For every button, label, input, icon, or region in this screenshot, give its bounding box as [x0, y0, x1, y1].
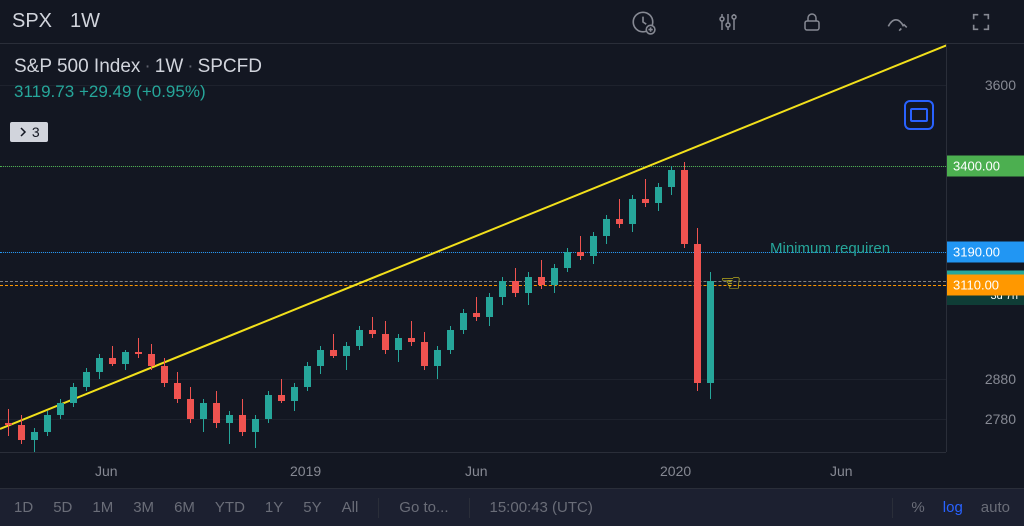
instrument-interval: 1W [155, 56, 184, 77]
symbol-info: S&P 500 Index·1W·SPCFD 3119.73 +29.49 (+… [14, 56, 262, 102]
price-tag: 3400.00 [947, 156, 1024, 177]
indicators-icon[interactable] [716, 10, 740, 34]
x-tick: Jun [95, 463, 118, 479]
range-5d[interactable]: 5D [53, 499, 72, 516]
h-line[interactable] [0, 166, 946, 167]
instrument-exchange: SPCFD [198, 56, 262, 77]
log-toggle[interactable]: log [943, 499, 963, 516]
goto-button[interactable]: Go to... [399, 499, 448, 516]
pointer-icon[interactable]: ☜ [720, 269, 742, 298]
x-tick: 2020 [660, 463, 691, 479]
objects-count: 3 [32, 124, 40, 140]
price-tag: 3190.00 [947, 242, 1024, 263]
y-tick: 2880 [985, 371, 1016, 387]
clock-label: 15:00:43 (UTC) [490, 499, 593, 516]
range-5y[interactable]: 5Y [303, 499, 321, 516]
y-tick: 2780 [985, 411, 1016, 427]
range-all[interactable]: All [342, 499, 359, 516]
range-1m[interactable]: 1M [92, 499, 113, 516]
time-axis[interactable]: Jun 2019 Jun 2020 Jun [0, 452, 946, 488]
draw-icon[interactable] [884, 9, 910, 35]
range-1d[interactable]: 1D [14, 499, 33, 516]
auto-toggle[interactable]: auto [981, 499, 1010, 516]
objects-badge[interactable]: 3 [10, 122, 48, 142]
lock-icon[interactable] [800, 10, 824, 34]
h-line[interactable] [0, 281, 946, 282]
range-6m[interactable]: 6M [174, 499, 195, 516]
chart-pane[interactable]: Minimum requiren ☜ [0, 44, 946, 452]
top-toolbar: SPX 1W [0, 0, 1024, 44]
instrument-name: S&P 500 Index [14, 56, 140, 77]
annotation-text[interactable]: Minimum requiren [770, 240, 890, 257]
price-tag: 3110.00 [947, 274, 1024, 295]
price-axis[interactable]: 278028803190340036003400.003190.003119.7… [946, 44, 1024, 452]
price-change-pct: (+0.95%) [136, 82, 205, 101]
x-tick: Jun [830, 463, 853, 479]
pct-toggle[interactable]: % [911, 499, 924, 516]
x-tick: 2019 [290, 463, 321, 479]
h-line[interactable] [0, 285, 946, 286]
last-price: 3119.73 [14, 82, 74, 101]
x-tick: Jun [465, 463, 488, 479]
interval-label[interactable]: 1W [70, 10, 100, 33]
price-change: +29.49 [79, 82, 131, 101]
bottom-toolbar: 1D 5D 1M 3M 6M YTD 1Y 5Y All Go to... 15:00:43 (… [0, 488, 1024, 526]
snapshot-button[interactable] [904, 100, 934, 130]
range-ytd[interactable]: YTD [215, 499, 245, 516]
alert-icon[interactable] [630, 9, 656, 35]
symbol-label[interactable]: SPX [12, 10, 52, 33]
y-tick: 3600 [985, 77, 1016, 93]
fullscreen-icon[interactable] [970, 11, 992, 33]
range-3m[interactable]: 3M [133, 499, 154, 516]
range-1y[interactable]: 1Y [265, 499, 283, 516]
